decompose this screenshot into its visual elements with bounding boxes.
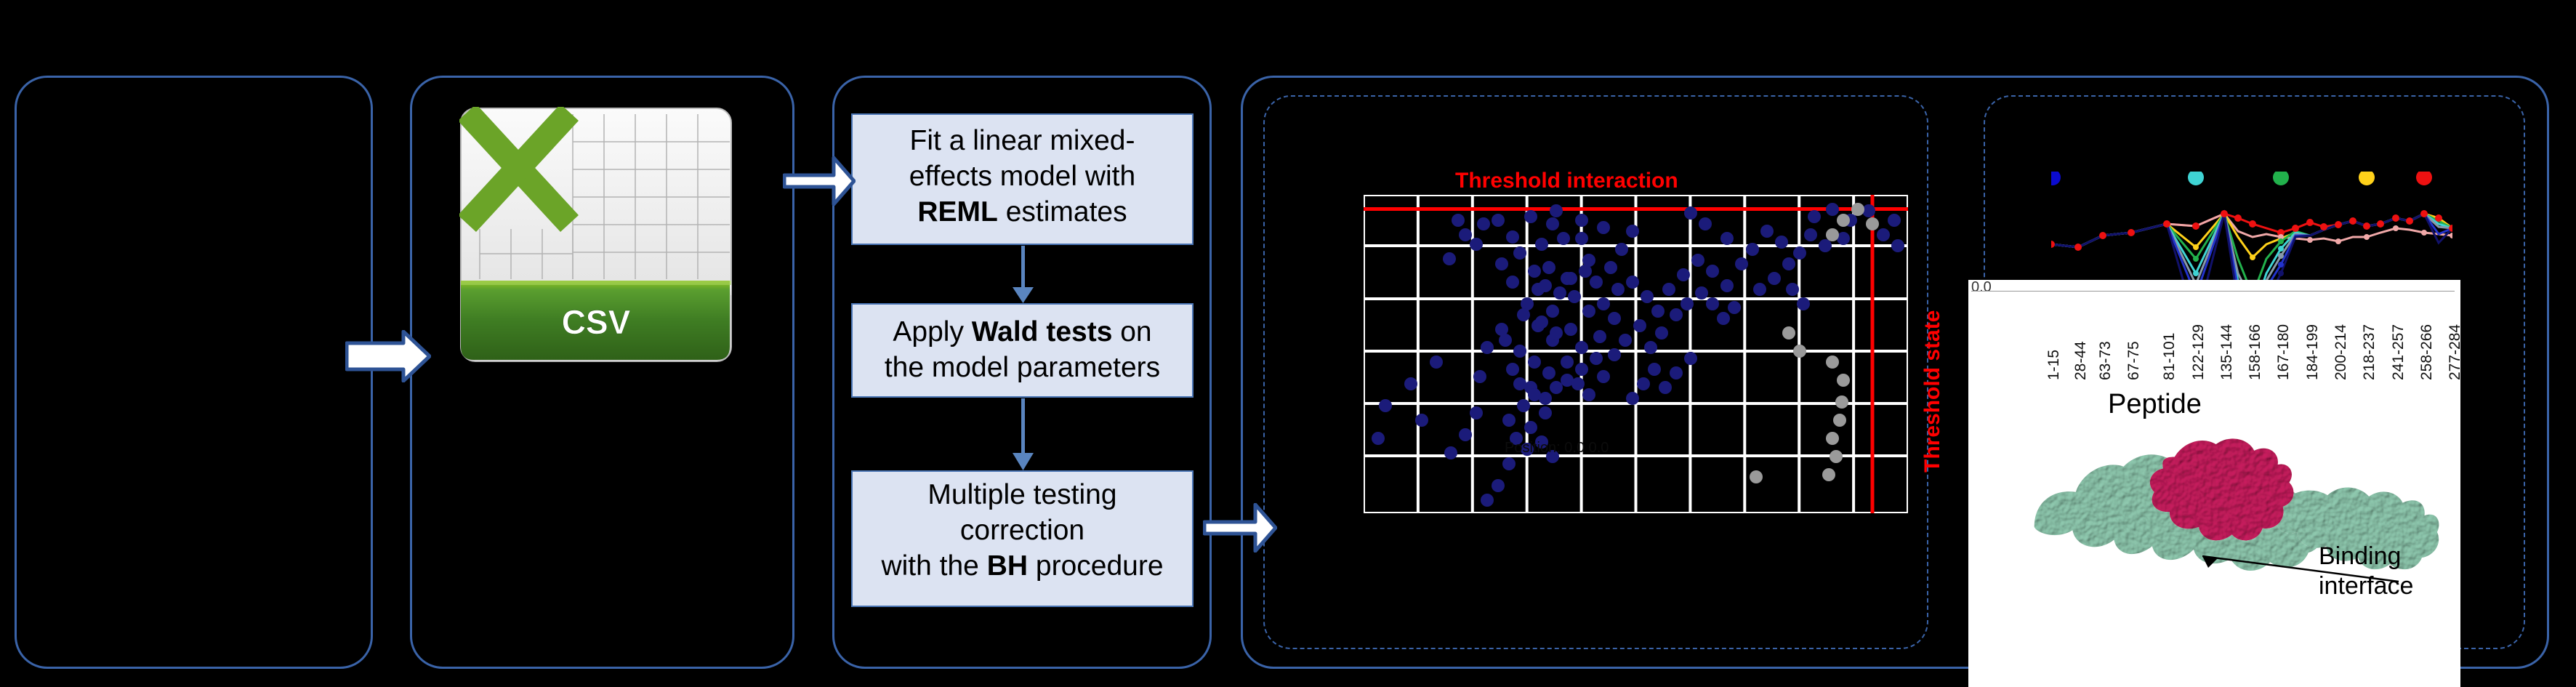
svg-text:63-73: 63-73 — [2097, 341, 2114, 380]
svg-text:135-144: 135-144 — [2218, 324, 2235, 380]
svg-text:158-166: 158-166 — [2247, 324, 2263, 380]
svg-text:28-44: 28-44 — [2072, 341, 2089, 380]
svg-text:241-257: 241-257 — [2390, 324, 2407, 380]
svg-text:81-101: 81-101 — [2161, 333, 2178, 380]
svg-text:Threshold state: Threshold state — [1920, 310, 1944, 473]
svg-text:184-199: 184-199 — [2304, 324, 2321, 380]
svg-text:167-180: 167-180 — [2275, 324, 2292, 380]
svg-text:1-15: 1-15 — [2045, 350, 2062, 380]
svg-text:CSV: CSV — [562, 303, 631, 341]
svg-text:258-266: 258-266 — [2418, 324, 2435, 380]
svg-text:218-237: 218-237 — [2361, 324, 2378, 380]
svg-text:200-214: 200-214 — [2333, 324, 2349, 380]
svg-text:277-284: 277-284 — [2447, 324, 2463, 380]
svg-text:122-129: 122-129 — [2190, 324, 2207, 380]
svg-text:67-75: 67-75 — [2125, 341, 2142, 380]
